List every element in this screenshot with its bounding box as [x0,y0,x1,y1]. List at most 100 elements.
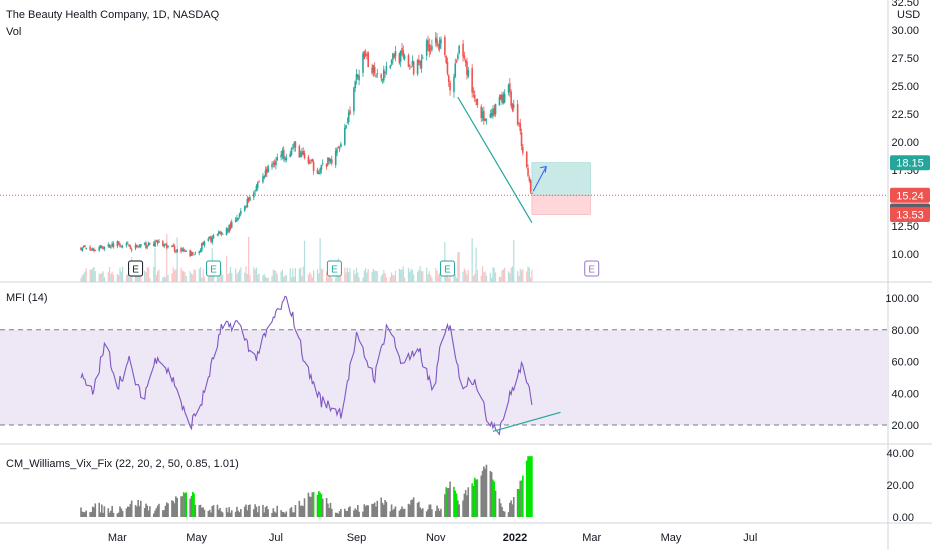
volume-bar [176,237,178,282]
vix-fix-bar [155,508,158,517]
volume-bar [328,273,330,282]
candle [80,247,82,250]
vix-fix-bar [411,499,414,517]
volume-bar [94,271,96,282]
candle [276,156,279,161]
vix-fix-bar [254,504,256,517]
candle [117,241,120,244]
volume-bar [300,267,302,282]
candle [154,240,156,247]
vix-fix-bar [510,500,512,517]
vix-fix-bar [193,493,195,517]
time-tick-label: May [661,532,682,544]
vix-fix-bar [393,508,395,517]
volume-bar [240,267,242,282]
vix-fix-bar [416,502,419,517]
volume-bar [302,266,304,282]
volume-bar [483,272,485,282]
earnings-marker-label: E [588,265,595,276]
candle [120,245,123,247]
vix-fix-bar [445,487,447,517]
volume-bar [348,272,350,282]
vix-fix-bar [130,500,133,517]
vix-fix-bar [112,512,115,517]
vix-fix-bar [199,504,202,517]
vix-fix-bar [502,511,505,517]
volume-bar [489,272,491,282]
vix-fix-bar [410,500,412,517]
vix-fix-bar [381,502,384,517]
candle [483,110,485,121]
vix-fix-bar [507,512,510,517]
volume-bar [166,234,168,282]
volume-bar [307,274,310,282]
volume-bar [416,271,419,282]
volume-bar [144,270,146,282]
vix-fix-bar [138,506,141,517]
candle [444,37,446,55]
candle [190,252,193,256]
vix-fix-bar [476,479,479,517]
candle [281,150,284,156]
candle [103,246,106,249]
candle [181,249,184,251]
candle [237,218,240,220]
candle [319,168,321,174]
candle [256,182,259,188]
candle [429,48,432,50]
vix-fix-bar [172,501,175,517]
stop-price-label: 13.53 [896,209,924,221]
candle [531,193,533,194]
candle [353,87,355,112]
volume-bar [294,268,297,282]
volume-bar [175,269,177,282]
candle [384,71,386,74]
candle [247,197,250,202]
vix-tick-label: 20.00 [886,480,914,492]
price-trendline [457,96,533,223]
volume-bar [507,271,510,282]
volume-bar [183,271,185,282]
volume-bar [311,277,313,282]
candle [367,52,369,68]
vix-fix-bar [363,504,366,517]
candle [403,55,406,59]
candle [125,243,128,246]
vix-fix-bar [484,468,486,517]
volume-bar [491,277,493,282]
volume-bar [266,277,268,282]
vix-fix-bar [490,472,493,517]
candle [240,210,242,214]
vix-fix-bar [308,496,311,517]
candle [185,250,188,252]
earnings-marker-label: E [210,265,217,276]
candle [375,75,377,77]
volume-bar [99,274,102,282]
candle [245,206,247,208]
volume-bar [185,276,187,282]
volume-bar [384,273,386,282]
candle [310,160,312,161]
candle [294,141,297,148]
candle [398,53,401,64]
candle [199,249,202,252]
vix-fix-bar [98,502,100,517]
candle [345,125,347,129]
vix-fix-bar [143,508,146,517]
vix-fix-bar [191,491,194,517]
candle [453,76,455,93]
vix-fix-bar [480,475,483,517]
vix-fix-bar [272,508,275,517]
vix-fix-bar [93,507,95,517]
currency-label: USD [897,9,920,21]
candle [454,63,457,77]
volume-bar [501,270,503,282]
time-tick-label: May [186,532,207,544]
candle [316,169,319,174]
volume-bar [403,277,406,282]
volume-bar [201,277,203,282]
mfi-tick-label: 20.00 [891,420,919,432]
volume-bar [193,269,195,282]
candle [246,198,249,208]
